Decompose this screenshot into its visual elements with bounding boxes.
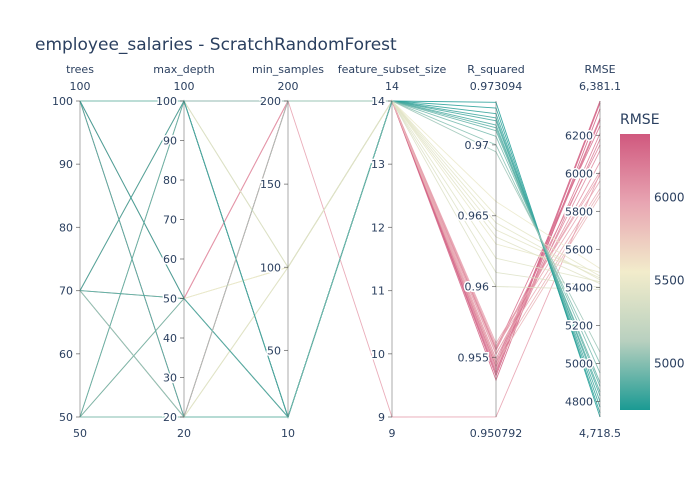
tick-label: 12 [371,221,385,234]
tick-label: 5200 [565,319,593,332]
axis-min-label-trees: 50 [73,427,87,440]
tick-label: 4800 [565,396,593,409]
data-line-8 [79,100,601,372]
colorbar-tick-label: 5500 [654,273,685,287]
axis-max-label-RMSE: 6,381.1 [579,80,621,93]
axis-RMSE: RMSE 6,381.1 4,718.5 4800 5000 5200 5400 5600 58… [564,63,622,440]
axis-title-trees: trees [66,63,94,76]
tick-label: 0.965 [458,210,490,223]
axis-min-label-feature_subset_size: 9 [389,427,396,440]
axis-title-R_squared: R_squared [467,63,525,76]
data-line-7 [79,100,601,369]
tick-label: 13 [371,158,385,171]
tick-label: 50 [267,344,281,357]
tick-label: 40 [163,332,177,345]
tick-label: 20 [163,411,177,424]
axis-max-label-max_depth: 100 [174,80,195,93]
tick-label: 11 [371,285,385,298]
axis-title-RMSE: RMSE [584,63,615,76]
data-line-38 [79,100,601,418]
axis-feature_subset_size: feature_subset_size 14 99 10 11 12 13 14 [338,63,447,440]
tick-label: 9 [378,411,385,424]
tick-label: 5600 [565,243,593,256]
tick-label: 10 [371,348,385,361]
tick-label: 80 [163,174,177,187]
polylines-layer [79,99,601,419]
axis-max-label-min_samples: 200 [278,80,299,93]
data-line-36 [80,100,601,418]
tick-label: 70 [163,214,177,227]
colorbar-ticks: 5000 5500 6000 [654,190,685,370]
tick-label: 5400 [565,281,593,294]
tick-label: 70 [59,285,73,298]
tick-label: 80 [59,221,73,234]
tick-label: 50 [163,293,177,306]
tick-label: 200 [260,95,281,108]
axis-min_samples: min_samples 200 10 50 100 150 200 [252,63,324,440]
colorbar: RMSE 5000 5500 6000 [620,112,685,410]
colorbar-tick-label: 5000 [654,356,685,370]
tick-label: 5000 [565,357,593,370]
axis-min-label-R_squared: 0.950792 [470,427,523,440]
tick-label: 90 [163,135,177,148]
tick-label: 50 [59,411,73,424]
tick-label: 150 [260,178,281,191]
tick-label: 90 [59,158,73,171]
axis-min-label-max_depth: 20 [177,427,191,440]
axis-min-label-min_samples: 10 [281,427,295,440]
tick-label: 100 [52,95,73,108]
axis-max-label-trees: 100 [70,80,91,93]
data-line-37 [80,100,601,364]
axis-R_squared: R_squared 0.973094 0.950792 0.955 0.96 0.965 0… [456,63,525,440]
tick-label: 60 [163,253,177,266]
axis-title-feature_subset_size: feature_subset_size [338,63,447,76]
tick-label: 30 [163,372,177,385]
colorbar-title: RMSE [620,112,660,128]
axis-min-label-RMSE: 4,718.5 [579,427,621,440]
axis-title-max_depth: max_depth [153,63,215,76]
tick-label: 14 [371,95,385,108]
colorbar-tick-label: 6000 [654,190,685,204]
tick-label: 6000 [565,167,593,180]
axis-title-min_samples: min_samples [252,63,324,76]
tick-label: 0.955 [458,351,490,364]
colorbar-gradient [620,134,650,410]
tick-label: 0.96 [465,281,490,294]
axes-layer: trees100505060708090100max_depth10020203… [51,63,622,440]
tick-label: 6200 [565,129,593,142]
data-line-2 [79,100,601,378]
chart-title: employee_salaries - ScratchRandomForest [35,35,397,55]
tick-label: 100 [156,95,177,108]
axis-max-label-R_squared: 0.973094 [470,80,523,93]
tick-label: 60 [59,348,73,361]
tick-label: 100 [260,261,281,274]
tick-label: 5800 [565,205,593,218]
axis-max-label-feature_subset_size: 14 [385,80,399,93]
tick-label: 0.97 [465,139,490,152]
